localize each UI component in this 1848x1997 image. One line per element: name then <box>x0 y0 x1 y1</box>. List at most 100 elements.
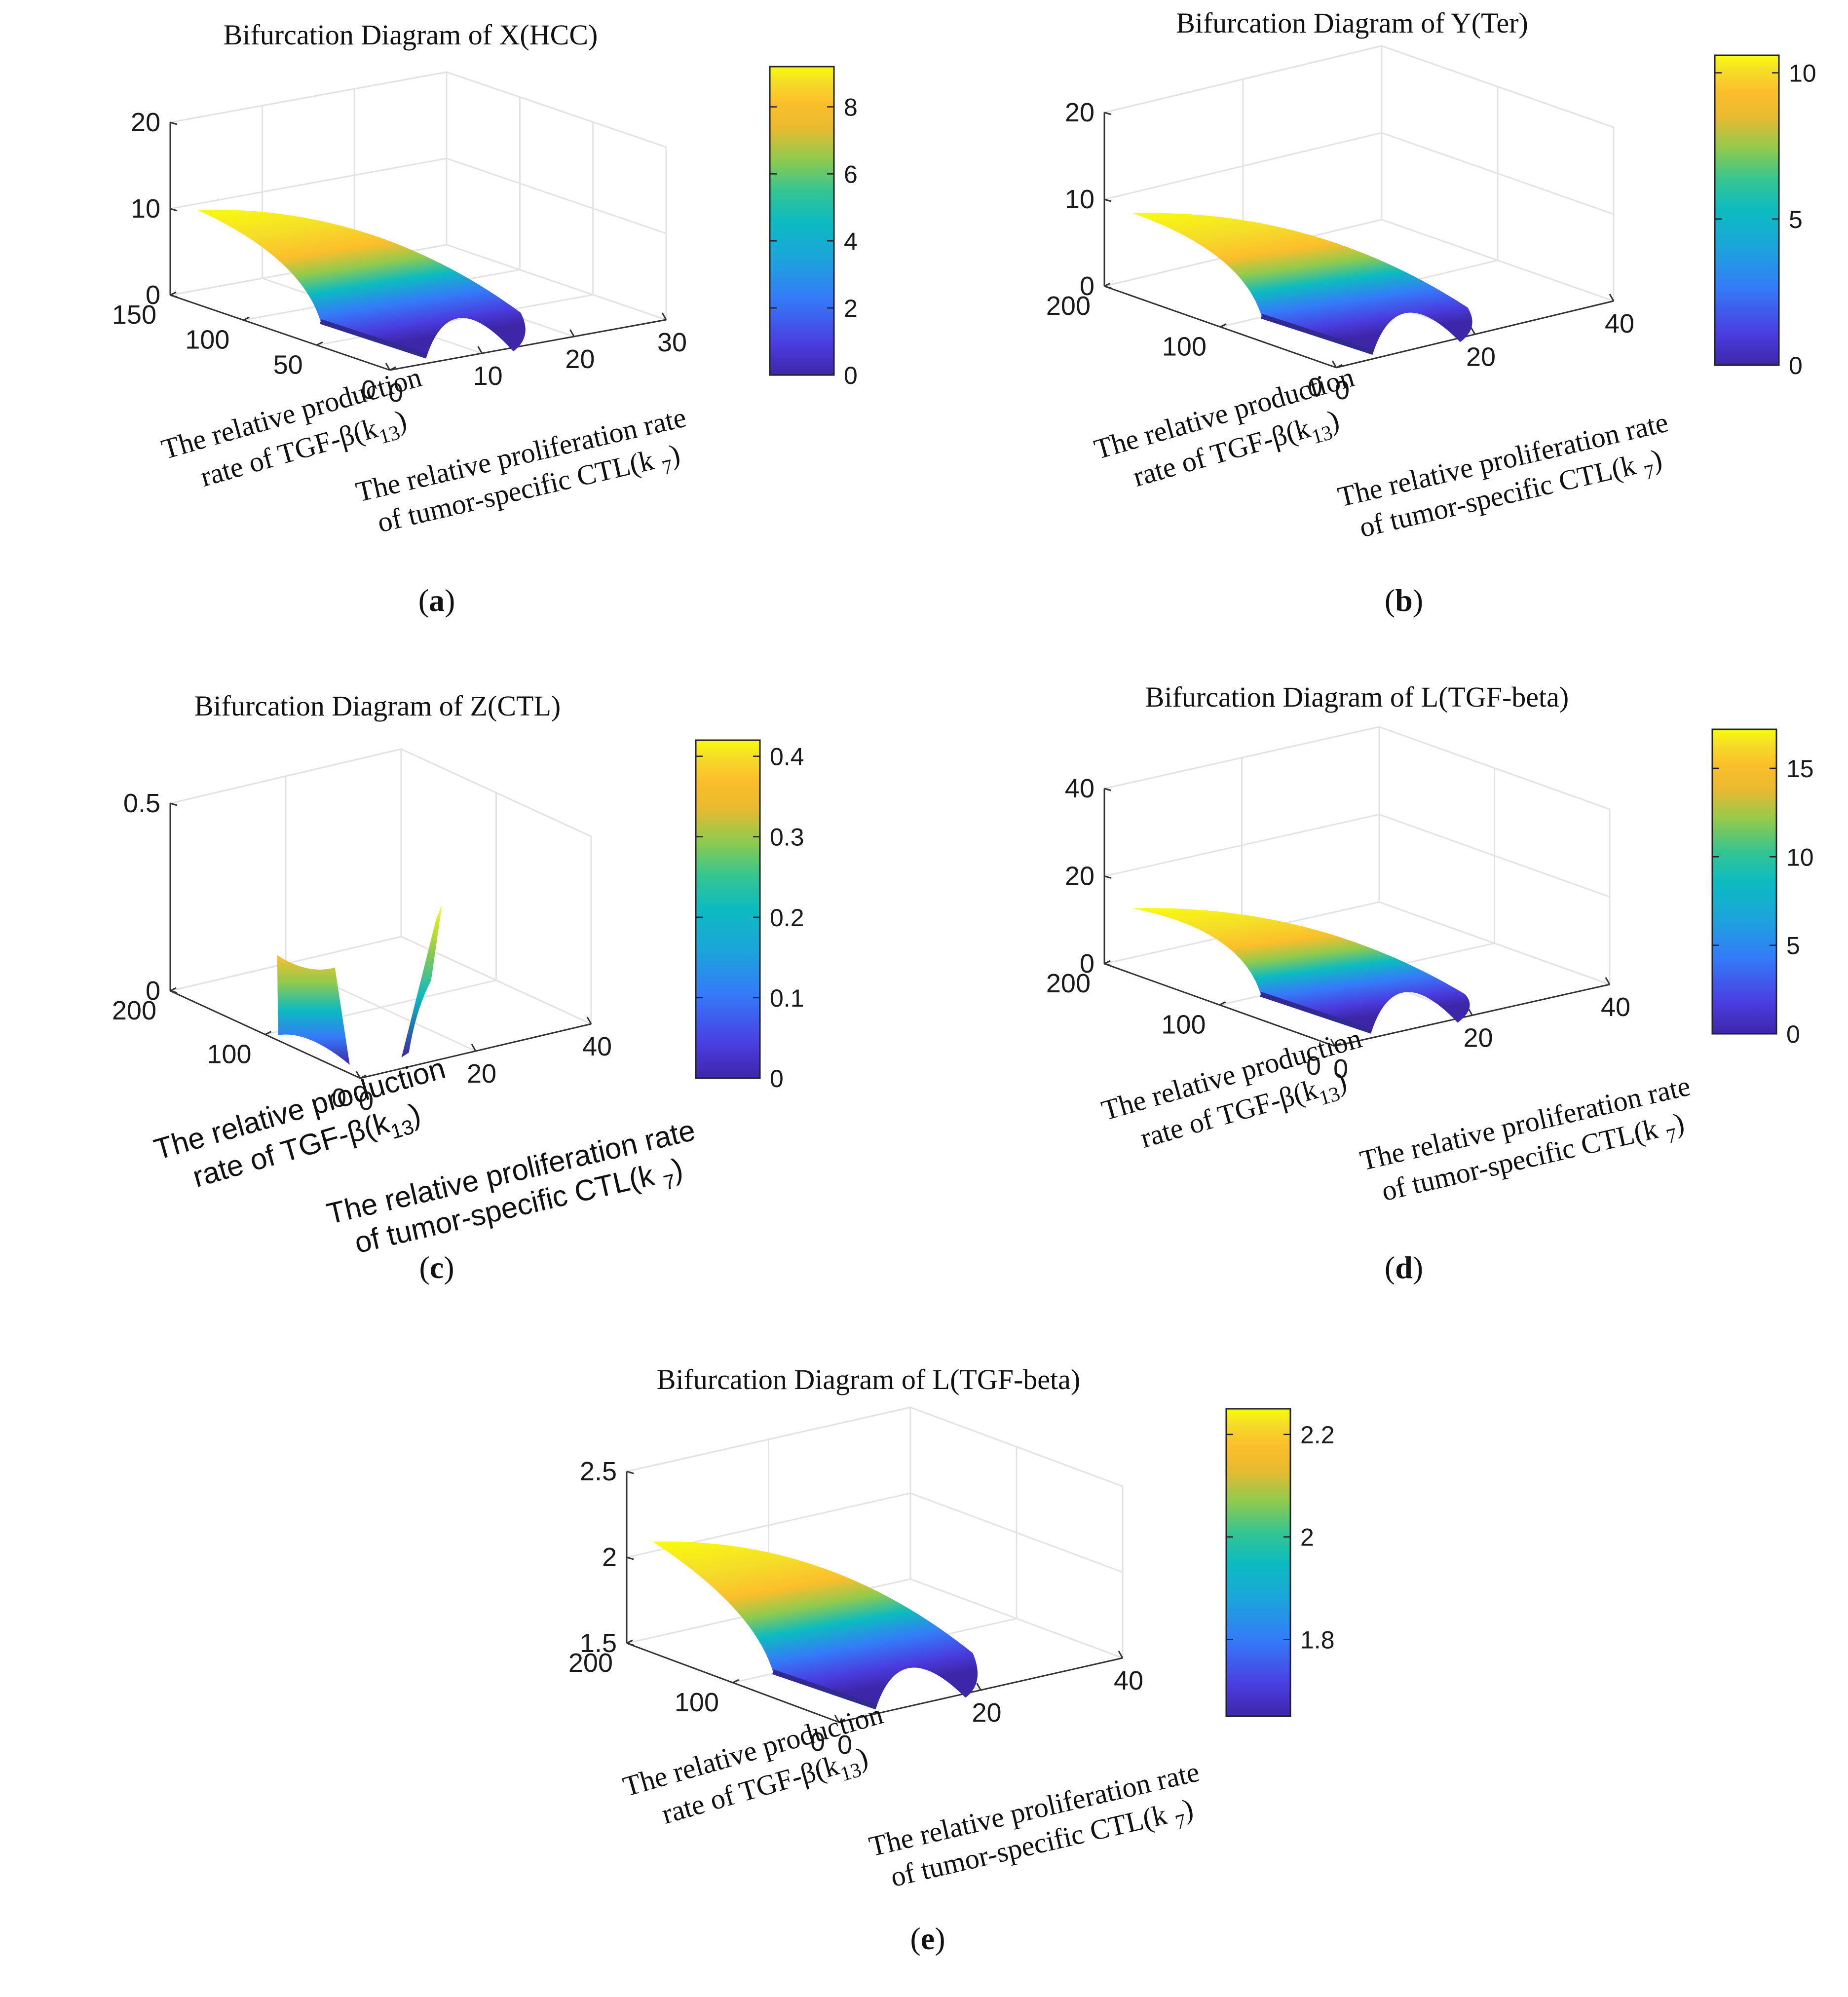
chart-title: Bifurcation Diagram of L(TGF-beta) <box>1145 681 1569 713</box>
y-tick <box>732 1679 739 1684</box>
y-tick <box>1336 364 1343 369</box>
x-tick-label: 40 <box>1114 1666 1143 1696</box>
x-tick-label: 20 <box>467 1059 496 1089</box>
panel-c: 00.501002000204000.10.20.30.4Bifurcation… <box>112 690 804 1285</box>
grid-z-line <box>626 1406 1123 1487</box>
y-tick <box>1334 1042 1341 1047</box>
surface-mesh <box>197 209 526 356</box>
grid-z-line <box>170 936 592 1025</box>
colorbar-tick-label: 0.2 <box>770 904 804 932</box>
x-tick <box>1331 360 1337 368</box>
x-tick-label: 0 <box>359 1086 374 1116</box>
panel-caption: (c) <box>419 1250 454 1285</box>
x-tick-label: 30 <box>657 328 687 357</box>
surface-edge <box>772 1669 877 1710</box>
colorbar-tick-label: 0 <box>1789 352 1803 379</box>
z-tick-label: 40 <box>1065 774 1094 803</box>
chart-title: Bifurcation Diagram of Y(Ter) <box>1176 7 1528 39</box>
chart-title: Bifurcation Diagram of X(HCC) <box>224 19 598 51</box>
colorbar-tick-label: 6 <box>844 160 858 188</box>
y-tick <box>1219 1001 1226 1006</box>
colorbar-tick-label: 0 <box>844 362 858 389</box>
grid-c <box>170 748 592 1052</box>
colorbar <box>1714 54 1780 366</box>
z-tick <box>1104 285 1112 289</box>
colorbar-tick-label: 8 <box>844 94 858 121</box>
colorbar <box>1711 728 1777 1035</box>
y-tick <box>264 1031 272 1035</box>
x-tick-label: 0 <box>1335 376 1350 405</box>
z-tick-label: 20 <box>131 108 160 137</box>
y-tick-label: 0 <box>1308 373 1322 402</box>
grid-a <box>170 71 667 354</box>
colorbar-tick-label: 1.8 <box>1300 1626 1335 1654</box>
y-tick-label: 0 <box>810 1727 825 1757</box>
z-tick <box>170 121 178 125</box>
panel-e: 1.5 2 2.5 0 100 200 0 20 40 1.8 2 2.2 Bifurcation Di… <box>568 1363 1335 1956</box>
y-tick <box>1104 282 1111 287</box>
panel-caption: (b) <box>1385 583 1423 618</box>
x-tick-label: 0 <box>837 1730 852 1760</box>
z-tick-label: 10 <box>1065 185 1094 214</box>
grid-z-line <box>1104 901 1610 985</box>
panel-caption: (e) <box>910 1921 945 1956</box>
z-tick <box>1104 112 1112 115</box>
x-tick <box>976 1683 981 1691</box>
y-tick <box>838 1718 845 1723</box>
y-tick-label: 50 <box>273 350 303 379</box>
colorbar-tick-label: 10 <box>1789 60 1816 87</box>
colorbar <box>695 739 761 1079</box>
x-tick <box>1609 294 1615 301</box>
x-tick-label: 40 <box>1601 992 1630 1022</box>
z-tick-label: 2.5 <box>580 1457 617 1486</box>
x-tick-label: 40 <box>582 1032 612 1061</box>
colorbar <box>1225 1408 1291 1717</box>
y-tick-label: 100 <box>207 1040 251 1069</box>
y-tick <box>1104 960 1111 965</box>
surface-a <box>197 209 526 359</box>
x-tick <box>385 363 391 371</box>
colorbar-tick-label: 0.4 <box>770 743 804 771</box>
x-tick-label: 40 <box>1605 309 1634 339</box>
x-tick <box>586 1017 592 1024</box>
z-tick <box>170 802 178 806</box>
surface-b <box>1132 213 1472 355</box>
x-tick <box>1330 1039 1336 1047</box>
z-tick <box>626 1470 634 1474</box>
grid-z-line <box>626 1578 1123 1659</box>
x-tick <box>355 1071 361 1079</box>
colorbar-tick-label: 4 <box>844 227 858 255</box>
z-tick-label: 0 <box>1080 271 1094 301</box>
z-tick-label: 1.5 <box>580 1628 617 1658</box>
grid-z-line <box>1104 132 1614 215</box>
y-tick <box>626 1639 633 1644</box>
grid-z-line <box>170 71 667 148</box>
x-tick-label: 10 <box>473 361 503 391</box>
colorbar-tick-label: 15 <box>1786 755 1814 783</box>
x-tick-label: 0 <box>1333 1054 1348 1084</box>
z-tick <box>1104 198 1112 202</box>
x-tick <box>661 312 667 320</box>
grid-z-line <box>1104 726 1610 810</box>
y-tick-label: 100 <box>1161 1010 1206 1040</box>
surface-e <box>653 1541 978 1710</box>
y-tick-label: 100 <box>185 325 229 355</box>
y-tick-label: 0 <box>332 1083 346 1113</box>
grid-z-line <box>1104 219 1614 302</box>
grid-z-line <box>1104 45 1614 128</box>
z-tick-label: 20 <box>1065 98 1094 127</box>
y-tick-label: 200 <box>1046 969 1091 998</box>
colorbar-tick-label: 10 <box>1786 843 1814 871</box>
x-tick-label: 0 <box>388 378 403 408</box>
surface-mesh <box>1132 908 1470 1031</box>
y-tick-label: 200 <box>1046 291 1091 321</box>
x-tick-label: 20 <box>972 1698 1001 1728</box>
y-axis-line <box>170 294 390 371</box>
x-tick-label: 20 <box>1466 342 1496 372</box>
chart-title: Bifurcation Diagram of L(TGF-beta) <box>657 1363 1080 1395</box>
